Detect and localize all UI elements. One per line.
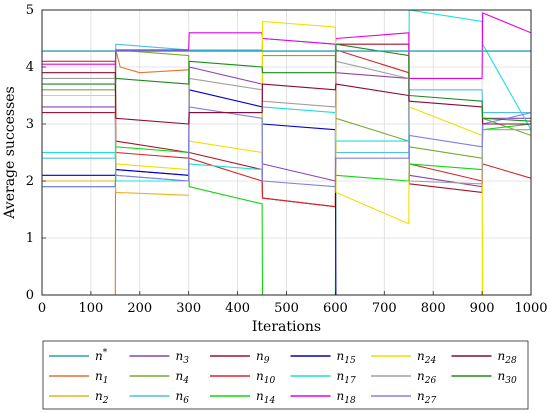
- series-group: [42, 9, 531, 295]
- legend-item: n*: [49, 348, 108, 363]
- legend-label: n*: [95, 348, 108, 363]
- x-tick-label: 200: [127, 301, 152, 316]
- legend-item: n9: [210, 349, 270, 366]
- x-tick-label: 300: [176, 301, 201, 316]
- series-line-n15: [42, 89, 531, 295]
- legend-label: n17: [337, 369, 356, 386]
- legend: n* n3 n9 n15 n24 n28 n1 n4 n10 n17 n26 n30 n2 n6 n14 n1…: [42, 340, 529, 410]
- series-line-n27: [42, 106, 531, 188]
- series-lines: [42, 9, 531, 295]
- x-tick-label: 1000: [514, 301, 547, 316]
- legend-label: n30: [498, 369, 517, 386]
- legend-item: n24: [371, 349, 436, 366]
- x-tick-label: 100: [78, 301, 103, 316]
- series-line-n30: [42, 43, 531, 122]
- legend-label: n14: [256, 389, 275, 406]
- legend-label: n10: [256, 369, 275, 386]
- y-tick-label: 5: [26, 3, 34, 18]
- axis-ticks: 0 100 200 300 400 500 600 700 800 900 1000 0 1 2 3 4 5: [26, 3, 548, 316]
- legend-label: n9: [256, 349, 270, 366]
- legend-label: n18: [337, 389, 356, 406]
- legend-item: n4: [129, 369, 190, 386]
- legend-label: n4: [176, 369, 190, 386]
- legend-label: n1: [95, 369, 108, 386]
- x-tick-label: 400: [225, 301, 250, 316]
- legend-item: n15: [290, 349, 356, 366]
- x-tick-label: 800: [421, 301, 446, 316]
- x-axis-label: Iterations: [252, 319, 321, 335]
- x-tick-label: 900: [470, 301, 495, 316]
- y-tick-label: 0: [26, 288, 34, 303]
- legend-label: n2: [95, 389, 109, 406]
- legend-label: n24: [417, 349, 436, 366]
- legend-item: n17: [290, 369, 356, 386]
- legend-box: [42, 340, 529, 410]
- legend-label: n28: [498, 349, 517, 366]
- legend-item: n3: [129, 349, 190, 366]
- series-line-n14: [42, 123, 531, 295]
- x-tick-label: 500: [274, 301, 299, 316]
- series-line-n18: [42, 12, 531, 79]
- legend-item: n28: [451, 349, 517, 366]
- legend-item: n26: [371, 369, 436, 386]
- legend-label: n26: [417, 369, 436, 386]
- legend-label: n15: [337, 349, 356, 366]
- legend-item: n27: [371, 389, 436, 406]
- y-axis-label: Average successes: [2, 86, 18, 219]
- legend-item: n18: [290, 389, 356, 406]
- series-line-n28: [42, 72, 531, 125]
- x-tick-label: 600: [323, 301, 348, 316]
- legend-item: n1: [49, 369, 108, 386]
- x-tick-label: 0: [38, 301, 46, 316]
- legend-label: n3: [176, 349, 190, 366]
- y-tick-label: 4: [26, 60, 34, 75]
- legend-item: n14: [210, 389, 275, 406]
- legend-item: n30: [451, 369, 517, 386]
- legend-item: n6: [129, 389, 190, 406]
- legend-item: n2: [49, 389, 109, 406]
- x-tick-label: 700: [372, 301, 397, 316]
- y-tick-label: 2: [26, 174, 34, 189]
- series-line-n17: [42, 9, 531, 182]
- legend-label: n6: [176, 389, 190, 406]
- series-line-n10: [42, 49, 531, 208]
- legend-item: n10: [210, 369, 275, 386]
- y-tick-label: 1: [26, 231, 34, 246]
- y-tick-label: 3: [26, 117, 34, 132]
- legend-label: n27: [417, 389, 436, 406]
- series-line-n24: [42, 20, 531, 295]
